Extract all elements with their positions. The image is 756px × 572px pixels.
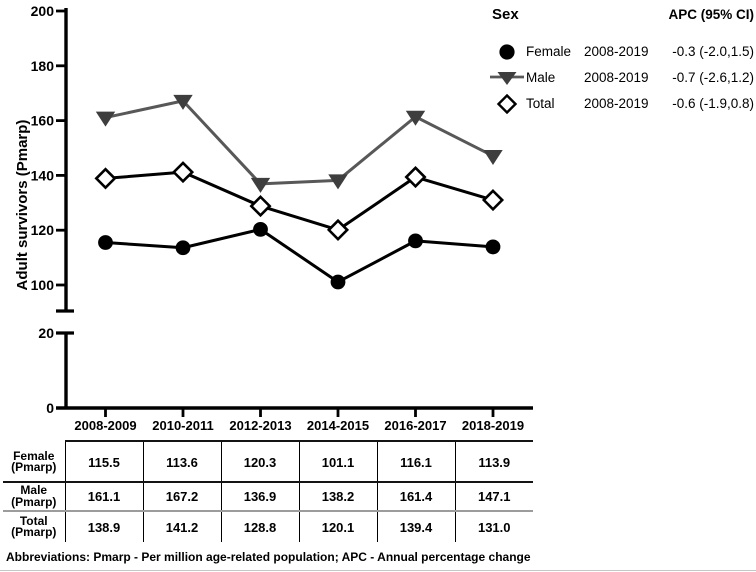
x-tick-label: 2010-2011 (152, 418, 213, 433)
table-cell: 139.4 (377, 511, 456, 542)
x-tick-label: 2008-2009 (74, 418, 136, 433)
table-cell: 161.4 (377, 482, 456, 512)
total-diamond-marker-icon (326, 218, 350, 241)
chart-legend: Sex APC (95% CI) Female 2008-2019 -0.3 (-2… (488, 6, 754, 116)
female-circle-marker-icon (408, 233, 423, 249)
legend-series-label: Total (526, 96, 555, 111)
row-sublabel: (Pmarp) (11, 525, 57, 539)
bottom-divider (0, 570, 756, 572)
y-axis-title: Adult survivors (Pmarp) (14, 120, 31, 291)
legend-header: Sex APC (95% CI) (488, 6, 754, 28)
table-cell: 136.9 (221, 482, 300, 512)
table-cell: 101.1 (299, 440, 378, 483)
row-sublabel: (Pmarp) (11, 460, 57, 474)
legend-apc-value: -0.3 (-2.0,1.5) (672, 44, 754, 59)
series-line-male (104, 99, 495, 186)
legend-apc-value: -0.6 (-1.9,0.8) (672, 96, 754, 111)
row-label: Male (20, 483, 48, 497)
male-triangle-marker-icon (328, 174, 348, 190)
table-cell: 147.1 (455, 482, 533, 512)
female-circle-marker-icon (330, 274, 346, 290)
legend-period: 2008-2019 (584, 96, 649, 111)
y-tick-label: 180 (31, 58, 55, 74)
abbreviations-note: Abbreviations: Pmarp - Per million age-r… (6, 550, 531, 564)
y-tick-label: 0 (46, 400, 54, 416)
x-tick-label: 2018-2019 (462, 418, 524, 433)
data-table: Female (Pmarp) 115.5 113.6 120.3 101.1 116.1 11… (3, 440, 533, 542)
table-cell: 113.6 (143, 440, 222, 483)
legend-marker-total-icon (488, 93, 526, 114)
total-diamond-marker-icon (249, 195, 272, 218)
table-row-female: Female (Pmarp) 115.5 113.6 120.3 101.1 116.1 11… (3, 440, 533, 483)
male-triangle-marker-icon (250, 177, 271, 193)
female-circle-marker-icon (175, 240, 191, 256)
male-triangle-marker-icon (483, 149, 503, 165)
row-sublabel: (Pmarp) (11, 494, 57, 509)
row-label: Female (13, 448, 55, 463)
table-cell: 141.2 (143, 511, 222, 542)
legend-header-sex: Sex (492, 6, 519, 23)
legend-marker-male-icon (488, 68, 526, 88)
legend-series-label: Female (526, 44, 572, 59)
male-triangle-marker-icon (173, 94, 193, 110)
legend-rows: Female 2008-2019 -0.3 (-2.0,1.5) Male 2008-2… (488, 39, 754, 116)
total-diamond-marker-icon (481, 189, 505, 212)
y-tick-label: 140 (31, 167, 55, 183)
table-row-total: Total (Pmarp) 138.9 141.2 128.8 120.1 139.4 131… (3, 511, 533, 542)
table-cell: 116.1 (377, 440, 456, 483)
table-cell: 138.9 (65, 511, 144, 542)
table-cell: 120.3 (221, 440, 300, 483)
x-tick-label: 2012-2013 (229, 418, 291, 433)
table-cell: 128.8 (221, 511, 300, 542)
legend-apc-value: -0.7 (-2.6,1.2) (672, 70, 754, 85)
y-tick-label: 160 (31, 113, 55, 129)
row-label-cell: Female (Pmarp) (3, 441, 66, 483)
row-label-cell: Male (Pmarp) (3, 482, 66, 512)
row-label-cell: Total (Pmarp) (3, 511, 66, 542)
series-line-total (104, 170, 495, 232)
y-tick-label: 200 (31, 3, 55, 19)
table-cell: 167.2 (143, 482, 222, 512)
legend-row-female: Female 2008-2019 -0.3 (-2.0,1.5) (488, 39, 754, 64)
table-cell: 115.5 (65, 440, 144, 483)
table-cell: 131.0 (477, 519, 511, 535)
female-circle-marker-icon (253, 221, 268, 237)
female-circle-marker-icon (98, 235, 113, 250)
total-diamond-marker-icon (171, 161, 195, 184)
row-label: Total (19, 513, 48, 528)
legend-series-label: Male (526, 70, 556, 85)
y-tick-label: 20 (38, 325, 54, 341)
x-tick-label: 2014-2015 (307, 418, 369, 433)
table-cell: 138.2 (299, 482, 378, 512)
table-row-male: Male (Pmarp) 161.1 167.2 136.9 138.2 161.4 147.… (3, 482, 533, 512)
total-diamond-marker-icon (94, 167, 117, 190)
legend-header-apc: APC (95% CI) (668, 7, 754, 22)
male-triangle-marker-icon (405, 110, 426, 126)
female-circle-marker-icon (485, 239, 501, 255)
legend-row-total: Total 2008-2019 -0.6 (-1.9,0.8) (488, 91, 754, 116)
y-tick-label: 100 (31, 277, 55, 293)
series-line-female (104, 227, 495, 284)
male-triangle-marker-icon (95, 111, 116, 127)
legend-row-male: Male 2008-2019 -0.7 (-2.6,1.2) (488, 65, 754, 90)
legend-period: 2008-2019 (584, 70, 649, 85)
total-diamond-marker-icon (404, 166, 427, 189)
y-tick-label: 120 (31, 222, 55, 238)
table-cell: 113.9 (455, 440, 533, 483)
x-tick-label: 2016-2017 (384, 418, 446, 433)
table-cell: 161.1 (65, 482, 144, 512)
legend-period: 2008-2019 (584, 44, 649, 59)
table-cell: 120.1 (299, 511, 378, 542)
legend-marker-female-icon (488, 42, 526, 62)
